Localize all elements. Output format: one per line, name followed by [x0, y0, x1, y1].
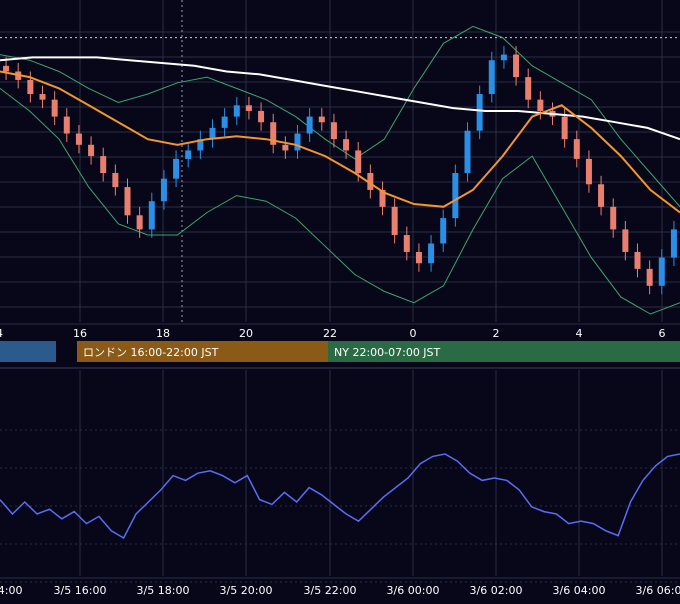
- bottom-axis-tick-label: 3/6 04:00: [553, 584, 606, 597]
- candle-body: [185, 150, 192, 159]
- candle-body: [63, 116, 70, 134]
- candle-body: [476, 94, 483, 131]
- candle-body: [658, 257, 665, 286]
- candle-body: [500, 54, 507, 61]
- candle-body: [136, 215, 143, 230]
- bottom-axis-tick-label: 3/6 00:00: [387, 584, 440, 597]
- candle-body: [488, 60, 495, 95]
- candle-body: [525, 77, 532, 100]
- candle-body: [634, 251, 641, 269]
- candle-body: [173, 158, 180, 179]
- candlesticks: [3, 46, 677, 295]
- candle-body: [88, 144, 95, 157]
- candle-body: [245, 105, 252, 111]
- candle-body: [294, 133, 301, 151]
- top-axis-tick-label: 2: [493, 327, 500, 340]
- top-axis-tick-label: 0: [410, 327, 417, 340]
- candle-body: [209, 127, 216, 140]
- moving-averages: [0, 56, 680, 214]
- candle-body: [403, 235, 410, 252]
- bottom-axis-tick-label: 3/6 06:00: [636, 584, 680, 597]
- bottom-axis-tick-label: 3/5 20:00: [220, 584, 273, 597]
- session-label-ny: NY 22:00-07:00 JST: [334, 346, 441, 359]
- candle-body: [39, 94, 46, 100]
- oscillator-line-path: [0, 453, 680, 540]
- candle-body: [428, 243, 435, 264]
- oscillator-line: [0, 453, 680, 540]
- candle-body: [124, 187, 131, 216]
- top-axis-tick-label: 16: [73, 327, 87, 340]
- candle-body: [330, 122, 337, 140]
- candle-body: [670, 229, 677, 258]
- top-axis-tick-label: 14: [0, 327, 3, 340]
- bottom-axis-tick-label: 3/5 16:00: [54, 584, 107, 597]
- bottom-axis-tick-label: 3/5 18:00: [137, 584, 190, 597]
- candle-body: [197, 139, 204, 151]
- bottom-axis-tick-label: 3/5 14:00: [0, 584, 22, 597]
- candle-body: [537, 99, 544, 111]
- time-axis-bottom: 3/5 14:00 3/5 16:00 3/5 18:00 3/5 20:00 3/5 …: [0, 577, 680, 597]
- candle-body: [343, 139, 350, 151]
- candle-body: [573, 139, 580, 159]
- candle-body: [355, 150, 362, 173]
- candle-body: [561, 116, 568, 140]
- candle-body: [318, 116, 325, 123]
- candle-body: [415, 251, 422, 264]
- candle-body: [258, 110, 265, 123]
- candle-body: [27, 79, 34, 95]
- session-bar: ロンドン 16:00-22:00 JST NY 22:00-07:00 JST: [0, 341, 680, 369]
- candle-body: [221, 116, 228, 128]
- candle-body: [75, 133, 82, 145]
- bollinger-upper: [0, 25, 680, 208]
- candle-body: [379, 189, 386, 207]
- bollinger-bands: [0, 25, 680, 315]
- candle-body: [51, 99, 58, 117]
- top-axis-tick-label: 20: [239, 327, 253, 340]
- candle-body: [610, 206, 617, 230]
- time-axis-top: 14 16 18 20 22 0 2 4 6: [0, 323, 680, 340]
- session-ny: [328, 341, 680, 362]
- candle-body: [622, 229, 629, 252]
- candle-body: [391, 206, 398, 236]
- candle-body: [367, 173, 374, 190]
- candle-body: [585, 158, 592, 185]
- candle-body: [513, 54, 520, 78]
- candle-body: [100, 156, 107, 173]
- session-tokyo: [0, 341, 56, 362]
- session-london: [77, 341, 328, 362]
- candle-body: [306, 116, 313, 134]
- candle-body: [598, 184, 605, 207]
- candle-body: [452, 173, 459, 219]
- bottom-axis-tick-label: 3/6 02:00: [470, 584, 523, 597]
- candle-body: [3, 65, 10, 72]
- top-axis-tick-label: 6: [659, 327, 666, 340]
- bollinger-lower: [0, 88, 680, 315]
- ma-short-line: [0, 70, 680, 214]
- candle-body: [464, 130, 471, 173]
- ma-long-line: [0, 56, 680, 141]
- top-axis-tick-label: 18: [156, 327, 170, 340]
- candle-body: [148, 201, 155, 230]
- candle-body: [160, 178, 167, 202]
- candle-body: [646, 268, 653, 286]
- session-label-london: ロンドン 16:00-22:00 JST: [83, 346, 219, 359]
- candle-body: [233, 105, 240, 117]
- top-axis-tick-label: 22: [323, 327, 337, 340]
- bottom-axis-tick-label: 3/5 22:00: [304, 584, 357, 597]
- candle-body: [112, 173, 119, 188]
- candle-body: [282, 144, 289, 151]
- candle-body: [440, 218, 447, 244]
- candle-body: [270, 122, 277, 145]
- top-axis-tick-label: 4: [576, 327, 583, 340]
